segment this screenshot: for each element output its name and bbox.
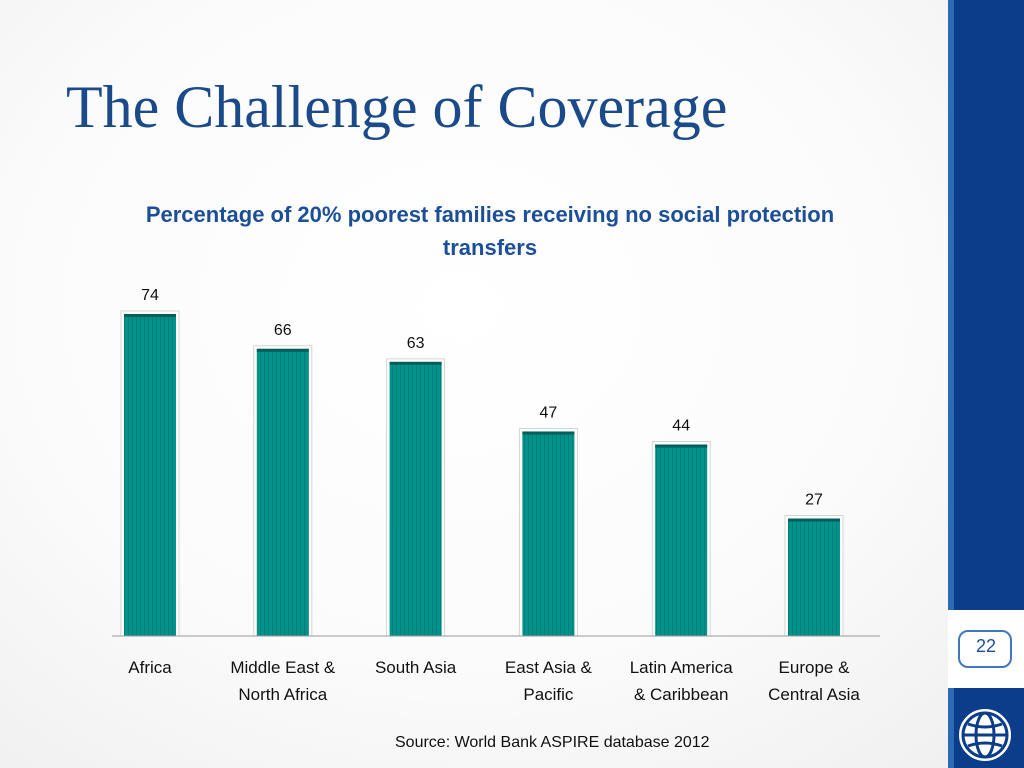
bar-cap (522, 431, 575, 435)
data-label: 47 (540, 404, 558, 421)
data-label: 27 (805, 492, 823, 509)
category-label: South Asia (375, 658, 457, 677)
category-label: Latin America & Caribbean (630, 658, 734, 704)
data-label: 66 (274, 322, 292, 339)
bar-cap (256, 348, 309, 352)
bar-cap (124, 314, 176, 317)
chart-title: Percentage of 20% poorest families recei… (145, 202, 835, 260)
bar-cap (389, 361, 442, 365)
bars-layer (120, 310, 844, 637)
data-label: 63 (407, 335, 425, 352)
labels-layer: 74 Africa 66 Middle East & North Africa 63 Sou… (128, 287, 860, 704)
bar (788, 518, 840, 636)
bar (522, 431, 575, 636)
category-label: Middle East & North Africa (230, 658, 336, 704)
bar-cap (655, 444, 708, 448)
bar (256, 348, 309, 636)
category-label: East Asia & Pacific (505, 658, 593, 704)
bar (655, 444, 708, 636)
page-number: 22 (975, 636, 997, 656)
source-note: Source: World Bank ASPIRE database 2012 (395, 734, 710, 751)
data-label: 74 (141, 287, 159, 304)
category-label: Africa (128, 658, 172, 677)
page-number-frame (958, 630, 1012, 668)
bar (124, 314, 176, 636)
category-label: Europe & Central Asia (768, 658, 860, 704)
bar-cap (788, 518, 840, 522)
slide-title: The Challenge of Coverage (66, 74, 728, 140)
sidebar-edge (948, 0, 954, 768)
bar-chart: 74 Africa 66 Middle East & North Africa 63 Sou… (112, 287, 880, 704)
bar (389, 361, 442, 636)
page-number-box: 22 (948, 610, 1024, 688)
world-bank-globe-icon (957, 707, 1013, 763)
data-label: 44 (672, 418, 690, 435)
